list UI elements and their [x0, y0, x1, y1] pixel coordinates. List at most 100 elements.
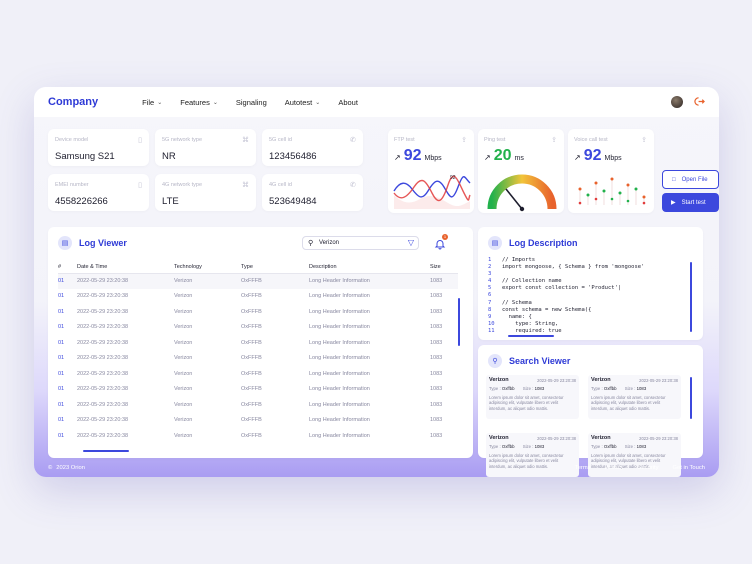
code-line: 11 required: true [488, 327, 562, 334]
log-description-panel: ▤ Log Description 1// Imports 2 import mon… [478, 227, 703, 340]
table-row[interactable]: 01 2022-05-29 23:20:38 Verizon OxFFFB Long H… [58, 273, 458, 289]
log-viewer-title: Log Viewer [79, 238, 127, 248]
code-line: 6 [488, 292, 492, 299]
user-avatar[interactable] [671, 96, 683, 108]
filter-icon[interactable]: ▽ [407, 238, 414, 247]
metric-card-ping-test[interactable]: Ping test ⇪ ↗ 20 ms [478, 129, 564, 213]
footer-link-security[interactable]: Security [637, 465, 659, 471]
nav-autotest[interactable]: Autotest ⌄ [284, 97, 321, 107]
app-window: Company File ⌄ Features ⌄ Signaling Autote… [34, 87, 719, 477]
nav-about[interactable]: About [338, 97, 358, 107]
nav-features[interactable]: Features ⌄ [180, 97, 218, 107]
voice-dot-chart [578, 177, 646, 205]
code-vertical-scrollbar[interactable] [690, 262, 692, 332]
log-description-title: Log Description [509, 238, 578, 248]
notification-bell[interactable]: 1 [434, 234, 448, 251]
notification-count-badge: 1 [442, 234, 448, 240]
chevron-down-icon: ⌄ [157, 99, 163, 106]
code-block: 1// Imports 2 import mongoose, { Schema } … [488, 257, 644, 335]
table-row[interactable]: 01 2022-05-29 23:20:38 Verizon OxFFFB Long H… [58, 308, 443, 315]
log-horizontal-scrollbar[interactable] [83, 450, 129, 452]
upload-icon: ⇪ [641, 137, 647, 144]
logout-icon[interactable] [694, 96, 705, 107]
search-result-card[interactable]: Verizon 2022-05-29 23:20:38 Type : Oxffbb … [588, 375, 681, 419]
footer-link-privacy[interactable]: Privacy [604, 465, 624, 471]
search-result-card[interactable]: Verizon 2022-05-29 23:20:38 Type : Oxffbb … [486, 433, 579, 477]
search-result-card[interactable]: Verizon 2022-05-29 23:20:38 Type : Oxffbb … [588, 433, 681, 477]
top-navbar: Company File ⌄ Features ⌄ Signaling Autote… [34, 87, 719, 117]
code-line: 4// Collection name [488, 278, 562, 285]
table-row[interactable]: 01 2022-05-29 23:20:38 Verizon OxFFFB Long H… [58, 432, 443, 439]
code-line: 3 [488, 271, 492, 278]
code-line: 5 export const collection = 'Product'| [488, 285, 622, 292]
ping-gauge [487, 174, 557, 212]
info-card-5g-network-type: 5G network type NR ⌘ [155, 129, 256, 166]
log-search-input[interactable]: Verizon [319, 240, 340, 246]
code-line: 2 import mongoose, { Schema } from 'mongo… [488, 264, 645, 271]
ftp-chart-peak-label: 92 [450, 175, 456, 181]
call-icon: ✆ [350, 182, 356, 189]
bell-icon [434, 240, 446, 250]
trend-up-icon: ↗ [574, 153, 581, 162]
ftp-wave-chart: 92 [393, 175, 471, 209]
brand-logo[interactable]: Company [48, 96, 99, 108]
play-icon: ▶ [671, 200, 676, 206]
search-icon: ⚲ [488, 354, 502, 368]
table-header-row: # Date & Time Technology Type Descriptio… [58, 262, 458, 274]
ping-value: 20 [493, 147, 512, 164]
search-result-card[interactable]: Verizon 2022-05-29 23:20:38 Type : Oxffbb … [486, 375, 579, 419]
table-row[interactable]: 01 2022-05-29 23:20:38 Verizon OxFFFB Long H… [58, 386, 443, 393]
voice-value: 92 [583, 147, 602, 164]
code-line: 1// Imports [488, 257, 536, 263]
document-icon: ▤ [58, 236, 72, 250]
signal-icon: ⌘ [242, 182, 249, 189]
footer-link-terms[interactable]: Terms [574, 465, 591, 471]
document-icon: ▤ [488, 236, 502, 250]
table-row[interactable]: 01 2022-05-29 23:20:38 Verizon OxFFFB Long H… [58, 324, 443, 331]
call-icon: ✆ [350, 137, 356, 144]
phone-icon: ▯ [138, 137, 142, 144]
copyright-icon: © [48, 465, 53, 471]
table-row[interactable]: 01 2022-05-29 23:20:38 Verizon OxFFFB Long H… [58, 370, 443, 377]
upload-icon: ⇪ [551, 137, 557, 144]
table-row[interactable]: 01 2022-05-29 23:20:38 Verizon OxFFFB Long H… [58, 293, 443, 300]
table-row[interactable]: 01 2022-05-29 23:20:38 Verizon OxFFFB Long H… [58, 339, 443, 346]
log-viewer-panel: ▤ Log Viewer ⚲ Verizon ▽ 1 # Date & Time… [48, 227, 473, 458]
search-viewer-panel: ⚲ Search Viewer Verizon 2022-05-29 23:20:… [478, 345, 703, 477]
log-search-box[interactable]: ⚲ Verizon ▽ [302, 236, 419, 250]
info-card-4g-network-type: 4G network type LTE ⌘ [155, 174, 256, 211]
chevron-down-icon: ⌄ [212, 99, 218, 106]
search-viewer-title: Search Viewer [509, 356, 571, 366]
file-icon: □ [672, 176, 676, 183]
metric-card-voice-call-test[interactable]: Voice call test ⇪ ↗ 92 Mbps [568, 129, 654, 213]
chevron-down-icon: ⌄ [315, 99, 321, 106]
code-line: 9 name: { [488, 313, 532, 320]
search-icon: ⚲ [308, 240, 314, 247]
ftp-value: 92 [403, 147, 422, 164]
code-line: 10 type: String, [488, 320, 559, 327]
log-table: # Date & Time Technology Type Descriptio… [58, 262, 458, 444]
info-card-emei-number: EMEI number 4558226266 ▯ [48, 174, 149, 211]
main-nav: File ⌄ Features ⌄ Signaling Autotest ⌄ Abou… [142, 98, 358, 107]
info-card-4g-cell-id: 4G cell id 523649484 ✆ [262, 174, 363, 211]
nav-signaling[interactable]: Signaling [235, 97, 267, 107]
metric-card-ftp-test[interactable]: FTP test ⇪ ↗ 92 Mbps 92 [388, 129, 474, 213]
nav-file[interactable]: File ⌄ [142, 97, 163, 107]
log-vertical-scrollbar[interactable] [458, 298, 460, 346]
code-line: 8 const schema = new Schema({ [488, 306, 592, 313]
trend-up-icon: ↗ [394, 153, 401, 162]
open-file-button[interactable]: □ Open File [662, 170, 719, 189]
footer: © 2023 Orion Terms Privacy Security Get … [48, 465, 705, 471]
search-vertical-scrollbar[interactable] [690, 377, 692, 419]
info-card-5g-cell-id: 5G cell id 123456486 ✆ [262, 129, 363, 166]
upload-icon: ⇪ [461, 137, 467, 144]
table-row[interactable]: 01 2022-05-29 23:20:38 Verizon OxFFFB Long H… [58, 417, 443, 424]
trend-up-icon: ↗ [484, 153, 491, 162]
start-test-button[interactable]: ▶ Start test [662, 193, 719, 212]
table-row[interactable]: 01 2022-05-29 23:20:38 Verizon OxFFFB Long H… [58, 355, 443, 362]
footer-link-get-in-touch[interactable]: Get in Touch [672, 465, 705, 471]
table-row[interactable]: 01 2022-05-29 23:20:38 Verizon OxFFFB Long H… [58, 401, 443, 408]
signal-icon: ⌘ [242, 137, 249, 144]
code-line: 7// Schema [488, 299, 532, 306]
code-horizontal-scrollbar[interactable] [508, 335, 554, 337]
